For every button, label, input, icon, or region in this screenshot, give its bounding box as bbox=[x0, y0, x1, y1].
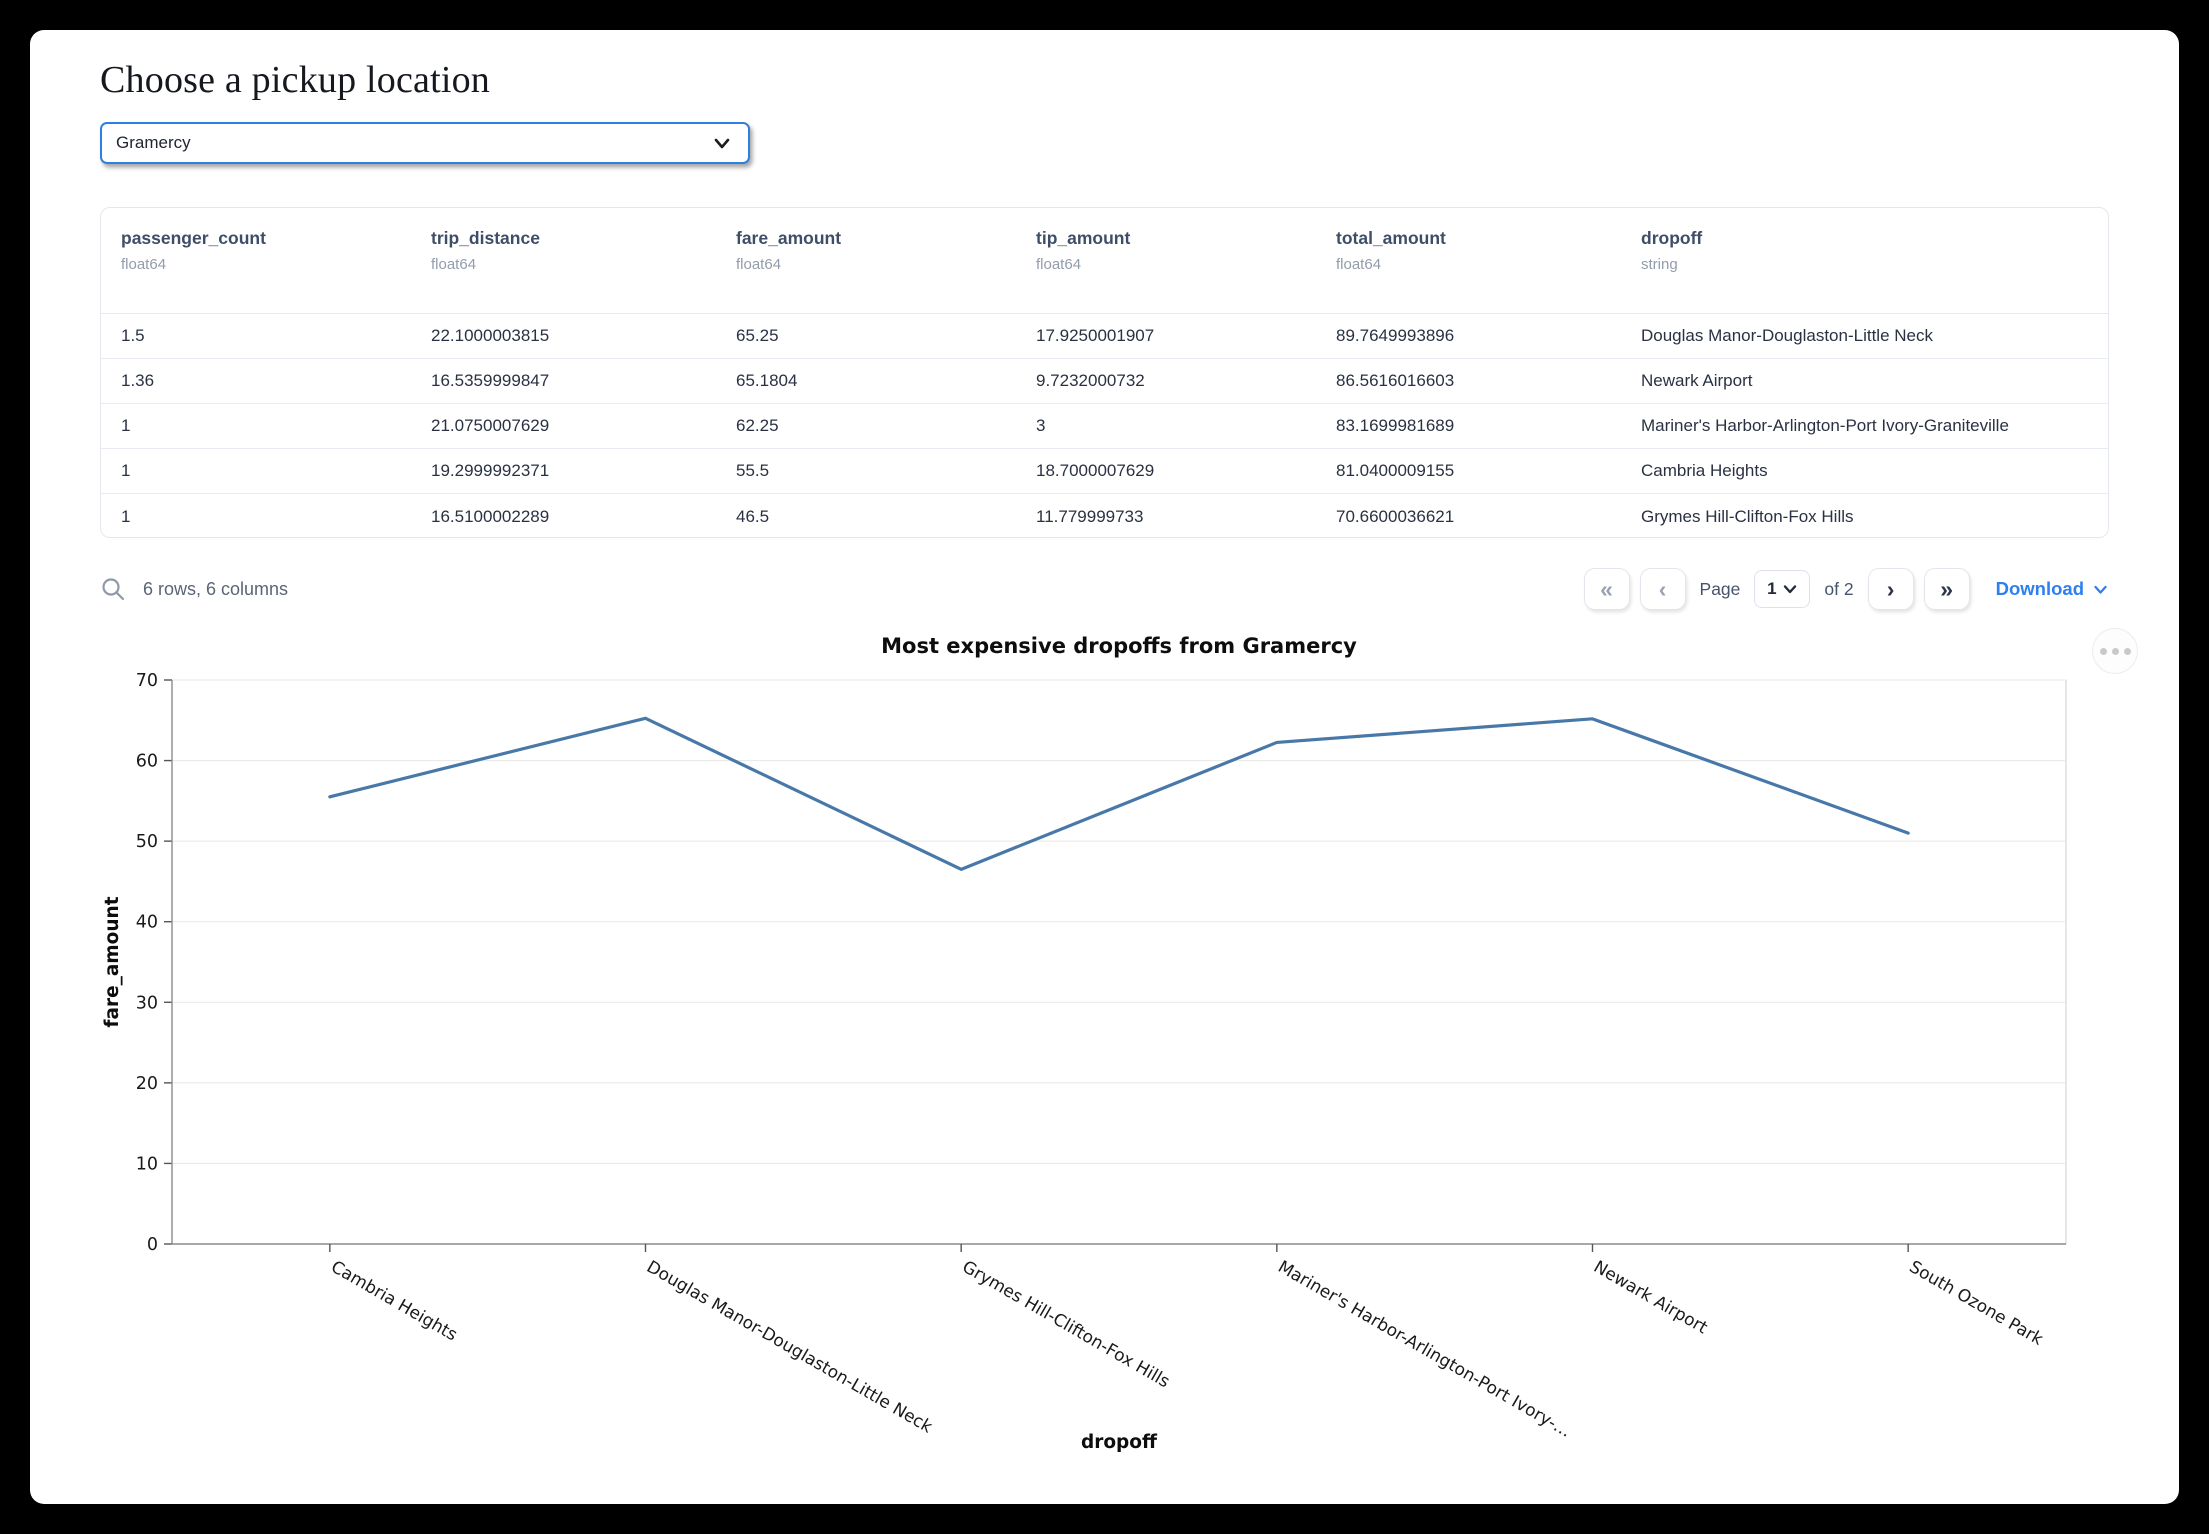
table-summary: 6 rows, 6 columns bbox=[143, 578, 289, 599]
download-label: Download bbox=[1995, 578, 2084, 599]
plot-area bbox=[171, 679, 2067, 1245]
y-tick-label: 30 bbox=[136, 993, 158, 1013]
chevron-down-icon bbox=[714, 138, 730, 149]
page-of-label: of 2 bbox=[1824, 578, 1854, 599]
table-cell: 11.779999733 bbox=[1036, 506, 1144, 526]
table-cell: 83.1699981689 bbox=[1336, 416, 1455, 435]
chevron-down-icon bbox=[1783, 585, 1796, 594]
next-page-button[interactable]: › bbox=[1867, 568, 1914, 610]
table-row[interactable]: 1 19.2999992371 55.5 18.7000007629 81.040000… bbox=[101, 449, 2108, 494]
table-body: 1.5 22.1000003815 65.25 17.9250001907 89.764… bbox=[101, 314, 2108, 537]
y-tick-label: 10 bbox=[136, 1154, 158, 1174]
table-cell: 1 bbox=[121, 506, 131, 526]
column-type: float64 bbox=[736, 256, 782, 273]
chart-actions-button[interactable] bbox=[2092, 628, 2138, 674]
line-chart: 0 10 20 30 40 50 60 70 Cambria Heights Douglas Ma… bbox=[102, 671, 2067, 1453]
table-cell: 1.5 bbox=[121, 326, 145, 345]
column-name: passenger_count bbox=[121, 228, 266, 248]
table-cell: 70.6600036621 bbox=[1336, 506, 1455, 526]
column-name: tip_amount bbox=[1036, 228, 1131, 248]
column-type: float64 bbox=[1036, 256, 1082, 273]
column-name: total_amount bbox=[1336, 228, 1446, 248]
table-cell: 89.7649993896 bbox=[1336, 326, 1455, 345]
table-cell: 1.36 bbox=[121, 371, 155, 390]
column-name: fare_amount bbox=[736, 228, 842, 248]
y-tick-label: 20 bbox=[136, 1074, 158, 1094]
table-row[interactable]: 1.36 16.5359999847 65.1804 9.7232000732 86.5… bbox=[101, 359, 2108, 404]
x-axis-title: dropoff bbox=[1081, 1432, 1158, 1453]
table-cell: Mariner's Harbor-Arlington-Port Ivory-Gr… bbox=[1641, 416, 2009, 435]
y-tick-label: 0 bbox=[147, 1235, 158, 1255]
table-cell: 86.5616016603 bbox=[1336, 371, 1455, 390]
table-cell: Grymes Hill-Clifton-Fox Hills bbox=[1641, 506, 1854, 526]
column-name: dropoff bbox=[1641, 228, 1703, 248]
x-tick-label: Mariner's Harbor-Arlington-Port Ivory-… bbox=[1274, 1257, 1574, 1442]
page-label: Page bbox=[1699, 578, 1741, 599]
column-header[interactable]: passenger_count float64 bbox=[121, 228, 431, 299]
table-footer: 6 rows, 6 columns « ‹ Page 1 of 2 › » Do… bbox=[100, 564, 2109, 614]
table-cell: 19.2999992371 bbox=[431, 461, 550, 480]
y-tick-label: 50 bbox=[136, 832, 158, 852]
y-tick-label: 40 bbox=[136, 913, 158, 933]
table-cell: 1 bbox=[121, 416, 131, 435]
table-cell: 55.5 bbox=[736, 461, 770, 480]
x-tick-label: Douglas Manor-Douglaston-Little Neck bbox=[643, 1257, 936, 1438]
page-number-select[interactable]: 1 bbox=[1754, 570, 1811, 608]
fare-amount-line bbox=[328, 716, 1910, 871]
chart-title: Most expensive dropoffs from Gramercy bbox=[881, 634, 1357, 658]
column-header[interactable]: trip_distance float64 bbox=[431, 228, 736, 299]
column-type: float64 bbox=[121, 256, 167, 273]
pickup-location-select[interactable]: Gramercy bbox=[100, 122, 750, 164]
column-header[interactable]: tip_amount float64 bbox=[1036, 228, 1336, 299]
y-tick-label: 60 bbox=[136, 752, 158, 772]
column-header[interactable]: dropoff string bbox=[1641, 228, 2088, 299]
table-row[interactable]: 1 21.0750007629 62.25 3 83.1699981689 Mariner… bbox=[101, 404, 2108, 449]
table-cell: 3 bbox=[1036, 416, 1046, 435]
table-cell: 46.5 bbox=[736, 506, 770, 526]
table-cell: 65.25 bbox=[736, 326, 779, 345]
table-cell: 16.5359999847 bbox=[431, 371, 550, 390]
table-cell: 65.1804 bbox=[736, 371, 798, 390]
chevron-down-icon bbox=[2094, 585, 2107, 594]
column-type: float64 bbox=[431, 256, 477, 273]
page-title: Choose a pickup location bbox=[100, 59, 490, 101]
search-icon[interactable] bbox=[100, 576, 127, 603]
y-tick-label: 70 bbox=[136, 671, 158, 691]
table-row[interactable]: 1 16.5100002289 46.5 11.779999733 70.6600036… bbox=[101, 494, 2108, 537]
download-menu[interactable]: Download bbox=[1996, 578, 2109, 600]
x-tick-label: Newark Airport bbox=[1590, 1257, 1711, 1338]
table-cell: 21.0750007629 bbox=[431, 416, 550, 435]
table-cell: Douglas Manor-Douglaston-Little Neck bbox=[1641, 326, 1933, 345]
y-axis-title: fare_amount bbox=[102, 896, 123, 1027]
pickup-location-value: Gramercy bbox=[116, 133, 191, 152]
table-cell: Newark Airport bbox=[1641, 371, 1753, 390]
table-row[interactable]: 1.5 22.1000003815 65.25 17.9250001907 89.764… bbox=[101, 314, 2108, 359]
table-cell: 16.5100002289 bbox=[431, 506, 550, 526]
table-cell: 62.25 bbox=[736, 416, 779, 435]
table-cell: 17.9250001907 bbox=[1036, 326, 1155, 345]
column-type: float64 bbox=[1336, 256, 1382, 273]
prev-page-button[interactable]: ‹ bbox=[1639, 568, 1686, 610]
column-type: string bbox=[1641, 256, 1678, 273]
column-header[interactable]: total_amount float64 bbox=[1336, 228, 1641, 299]
column-name: trip_distance bbox=[431, 228, 540, 248]
table-cell: 18.7000007629 bbox=[1036, 461, 1155, 480]
table-cell: 81.0400009155 bbox=[1336, 461, 1455, 480]
page-number-value: 1 bbox=[1767, 579, 1777, 598]
x-tick-label: Grymes Hill-Clifton-Fox Hills bbox=[959, 1257, 1173, 1392]
last-page-button[interactable]: » bbox=[1923, 568, 1970, 610]
first-page-button[interactable]: « bbox=[1583, 568, 1630, 610]
table-cell: 22.1000003815 bbox=[431, 326, 550, 345]
x-tick-label: Cambria Heights bbox=[327, 1257, 460, 1346]
pagination: « ‹ Page 1 of 2 › » bbox=[1583, 568, 1970, 610]
app-window: Choose a pickup location Gramercy passen… bbox=[30, 30, 2179, 1504]
column-header[interactable]: fare_amount float64 bbox=[736, 228, 1036, 299]
table-cell: 1 bbox=[121, 461, 131, 480]
table-cell: Cambria Heights bbox=[1641, 461, 1768, 480]
x-tick-label: South Ozone Park bbox=[1906, 1257, 2047, 1350]
table-cell: 9.7232000732 bbox=[1036, 371, 1145, 390]
